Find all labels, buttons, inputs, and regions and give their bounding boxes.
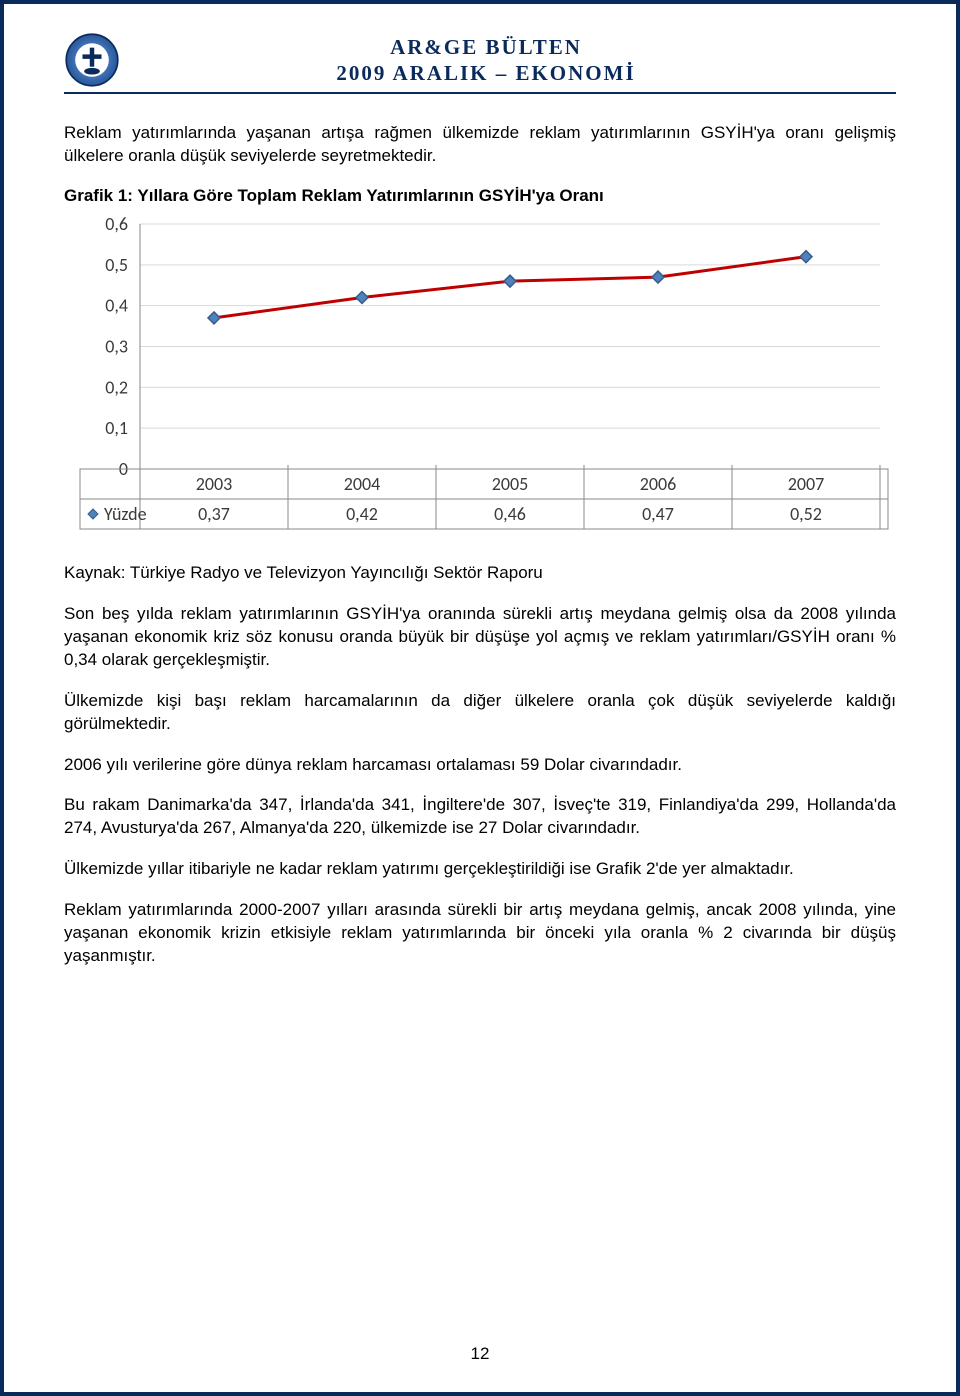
svg-text:0,6: 0,6	[105, 214, 128, 235]
svg-text:0,46: 0,46	[494, 503, 526, 525]
page-header: AR&GE BÜLTEN 2009 ARALIK – EKONOMİ	[64, 32, 896, 94]
svg-text:0,2: 0,2	[105, 376, 128, 398]
line-chart: 00,10,20,30,40,50,6Yüzde20030,3720040,42…	[70, 214, 890, 544]
paragraph-3: Ülkemizde kişi başı reklam harcamalarını…	[64, 690, 896, 736]
header-line2: 2009 ARALIK – EKONOMİ	[132, 60, 840, 86]
chart-title: Grafik 1: Yıllara Göre Toplam Reklam Yat…	[64, 186, 896, 206]
svg-text:0,3: 0,3	[105, 335, 128, 357]
svg-text:2004: 2004	[344, 473, 381, 495]
page-number: 12	[4, 1344, 956, 1364]
svg-text:0,42: 0,42	[346, 503, 378, 525]
page: AR&GE BÜLTEN 2009 ARALIK – EKONOMİ Rekla…	[0, 0, 960, 1396]
svg-text:0,1: 0,1	[105, 417, 128, 439]
svg-text:Yüzde: Yüzde	[104, 503, 147, 525]
chart-source: Kaynak: Türkiye Radyo ve Televizyon Yayı…	[64, 562, 896, 585]
svg-text:2005: 2005	[492, 473, 529, 495]
paragraph-intro: Reklam yatırımlarında yaşanan artışa rağ…	[64, 122, 896, 168]
paragraph-7: Reklam yatırımlarında 2000-2007 yılları …	[64, 899, 896, 968]
paragraph-2: Son beş yılda reklam yatırımlarının GSYİ…	[64, 603, 896, 672]
svg-text:0,4: 0,4	[105, 295, 128, 317]
svg-text:2006: 2006	[640, 473, 677, 495]
organization-logo	[64, 32, 120, 88]
paragraph-4: 2006 yılı verilerine göre dünya reklam h…	[64, 754, 896, 777]
paragraph-6: Ülkemizde yıllar itibariyle ne kadar rek…	[64, 858, 896, 881]
body-content: Reklam yatırımlarında yaşanan artışa rağ…	[64, 122, 896, 968]
svg-text:0,5: 0,5	[105, 254, 128, 276]
svg-text:0,47: 0,47	[642, 503, 674, 525]
svg-text:0,37: 0,37	[198, 503, 230, 525]
chart-container: 00,10,20,30,40,50,6Yüzde20030,3720040,42…	[70, 214, 890, 544]
paragraph-5: Bu rakam Danimarka'da 347, İrlanda'da 34…	[64, 794, 896, 840]
header-line1: AR&GE BÜLTEN	[132, 34, 840, 60]
svg-text:0,52: 0,52	[790, 503, 822, 525]
svg-text:2007: 2007	[788, 473, 825, 495]
header-title: AR&GE BÜLTEN 2009 ARALIK – EKONOMİ	[132, 34, 896, 87]
svg-text:2003: 2003	[196, 473, 233, 495]
